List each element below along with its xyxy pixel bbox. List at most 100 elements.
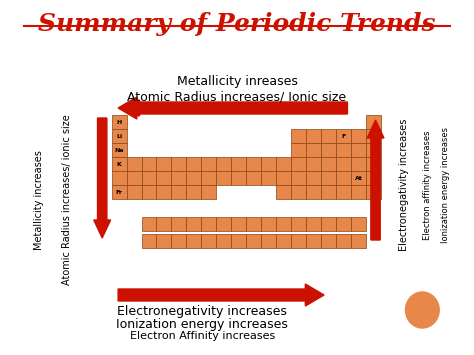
Bar [261, 171, 276, 185]
Text: Li: Li [116, 133, 122, 138]
Text: Atomic Radius increases/ ionic size: Atomic Radius increases/ ionic size [62, 115, 72, 285]
Bar [231, 234, 246, 248]
Bar [246, 171, 261, 185]
Bar [142, 157, 156, 171]
Bar [186, 185, 201, 199]
Bar [366, 143, 381, 157]
Bar [321, 234, 336, 248]
Bar [276, 157, 292, 171]
Bar [127, 185, 142, 199]
Bar [366, 157, 381, 171]
Text: Electron affinity increases: Electron affinity increases [422, 130, 431, 240]
Bar [186, 157, 201, 171]
Bar [366, 185, 381, 199]
Bar [231, 157, 246, 171]
Bar [172, 185, 186, 199]
Bar [276, 234, 292, 248]
Bar [292, 157, 306, 171]
Bar [276, 171, 292, 185]
Bar [336, 129, 351, 143]
Bar [261, 217, 276, 231]
Bar [231, 217, 246, 231]
Bar [172, 157, 186, 171]
Bar [321, 185, 336, 199]
Bar [292, 143, 306, 157]
Bar [351, 129, 366, 143]
Bar [111, 143, 127, 157]
Bar [336, 143, 351, 157]
Bar [351, 234, 366, 248]
Text: Electron Affinity increases: Electron Affinity increases [130, 331, 275, 341]
Bar [321, 171, 336, 185]
Bar [201, 217, 217, 231]
Bar [261, 234, 276, 248]
Bar [276, 185, 292, 199]
Text: Metallicity inreases: Metallicity inreases [176, 75, 298, 88]
Bar [142, 217, 156, 231]
Bar [217, 217, 231, 231]
Bar [156, 171, 172, 185]
Bar [351, 171, 366, 185]
Text: Atomic Radius increases/ Ionic size: Atomic Radius increases/ Ionic size [128, 90, 346, 103]
Bar [306, 185, 321, 199]
Bar [321, 143, 336, 157]
Bar [142, 171, 156, 185]
Bar [306, 234, 321, 248]
Bar [292, 234, 306, 248]
FancyArrow shape [367, 120, 384, 240]
Bar [172, 234, 186, 248]
Text: At: At [355, 175, 363, 180]
Bar [292, 129, 306, 143]
Bar [111, 171, 127, 185]
Bar [321, 129, 336, 143]
Bar [336, 234, 351, 248]
Bar [292, 171, 306, 185]
Bar [306, 143, 321, 157]
Bar [156, 185, 172, 199]
Text: Summary of Periodic Trends: Summary of Periodic Trends [38, 12, 436, 36]
Bar [127, 157, 142, 171]
Text: H: H [117, 120, 122, 125]
Bar [246, 157, 261, 171]
Bar [172, 217, 186, 231]
Text: Electronegativity increases: Electronegativity increases [118, 305, 287, 318]
Bar [336, 185, 351, 199]
Text: Electronegativity increases: Electronegativity increases [399, 119, 409, 251]
Bar [351, 157, 366, 171]
Bar [336, 171, 351, 185]
Bar [111, 185, 127, 199]
Bar [321, 217, 336, 231]
Bar [292, 185, 306, 199]
Bar [142, 185, 156, 199]
Bar [246, 234, 261, 248]
Bar [231, 171, 246, 185]
Bar [217, 171, 231, 185]
Text: Na: Na [114, 147, 124, 153]
Bar [246, 217, 261, 231]
Text: Ionization energy increases: Ionization energy increases [117, 318, 288, 331]
Bar [201, 171, 217, 185]
Bar [111, 115, 127, 129]
Bar [217, 157, 231, 171]
Bar [366, 129, 381, 143]
Circle shape [405, 292, 439, 328]
Bar [156, 217, 172, 231]
Bar [201, 185, 217, 199]
Bar [306, 171, 321, 185]
Bar [111, 129, 127, 143]
Bar [186, 234, 201, 248]
Bar [321, 157, 336, 171]
Bar [336, 157, 351, 171]
Bar [186, 171, 201, 185]
Bar [142, 234, 156, 248]
Text: Metallicity increases: Metallicity increases [34, 150, 44, 250]
Bar [261, 157, 276, 171]
Text: Ionization energy increases: Ionization energy increases [441, 127, 450, 243]
Bar [186, 217, 201, 231]
Bar [306, 157, 321, 171]
Bar [156, 157, 172, 171]
Bar [201, 234, 217, 248]
Bar [336, 217, 351, 231]
Bar [292, 217, 306, 231]
Bar [156, 234, 172, 248]
